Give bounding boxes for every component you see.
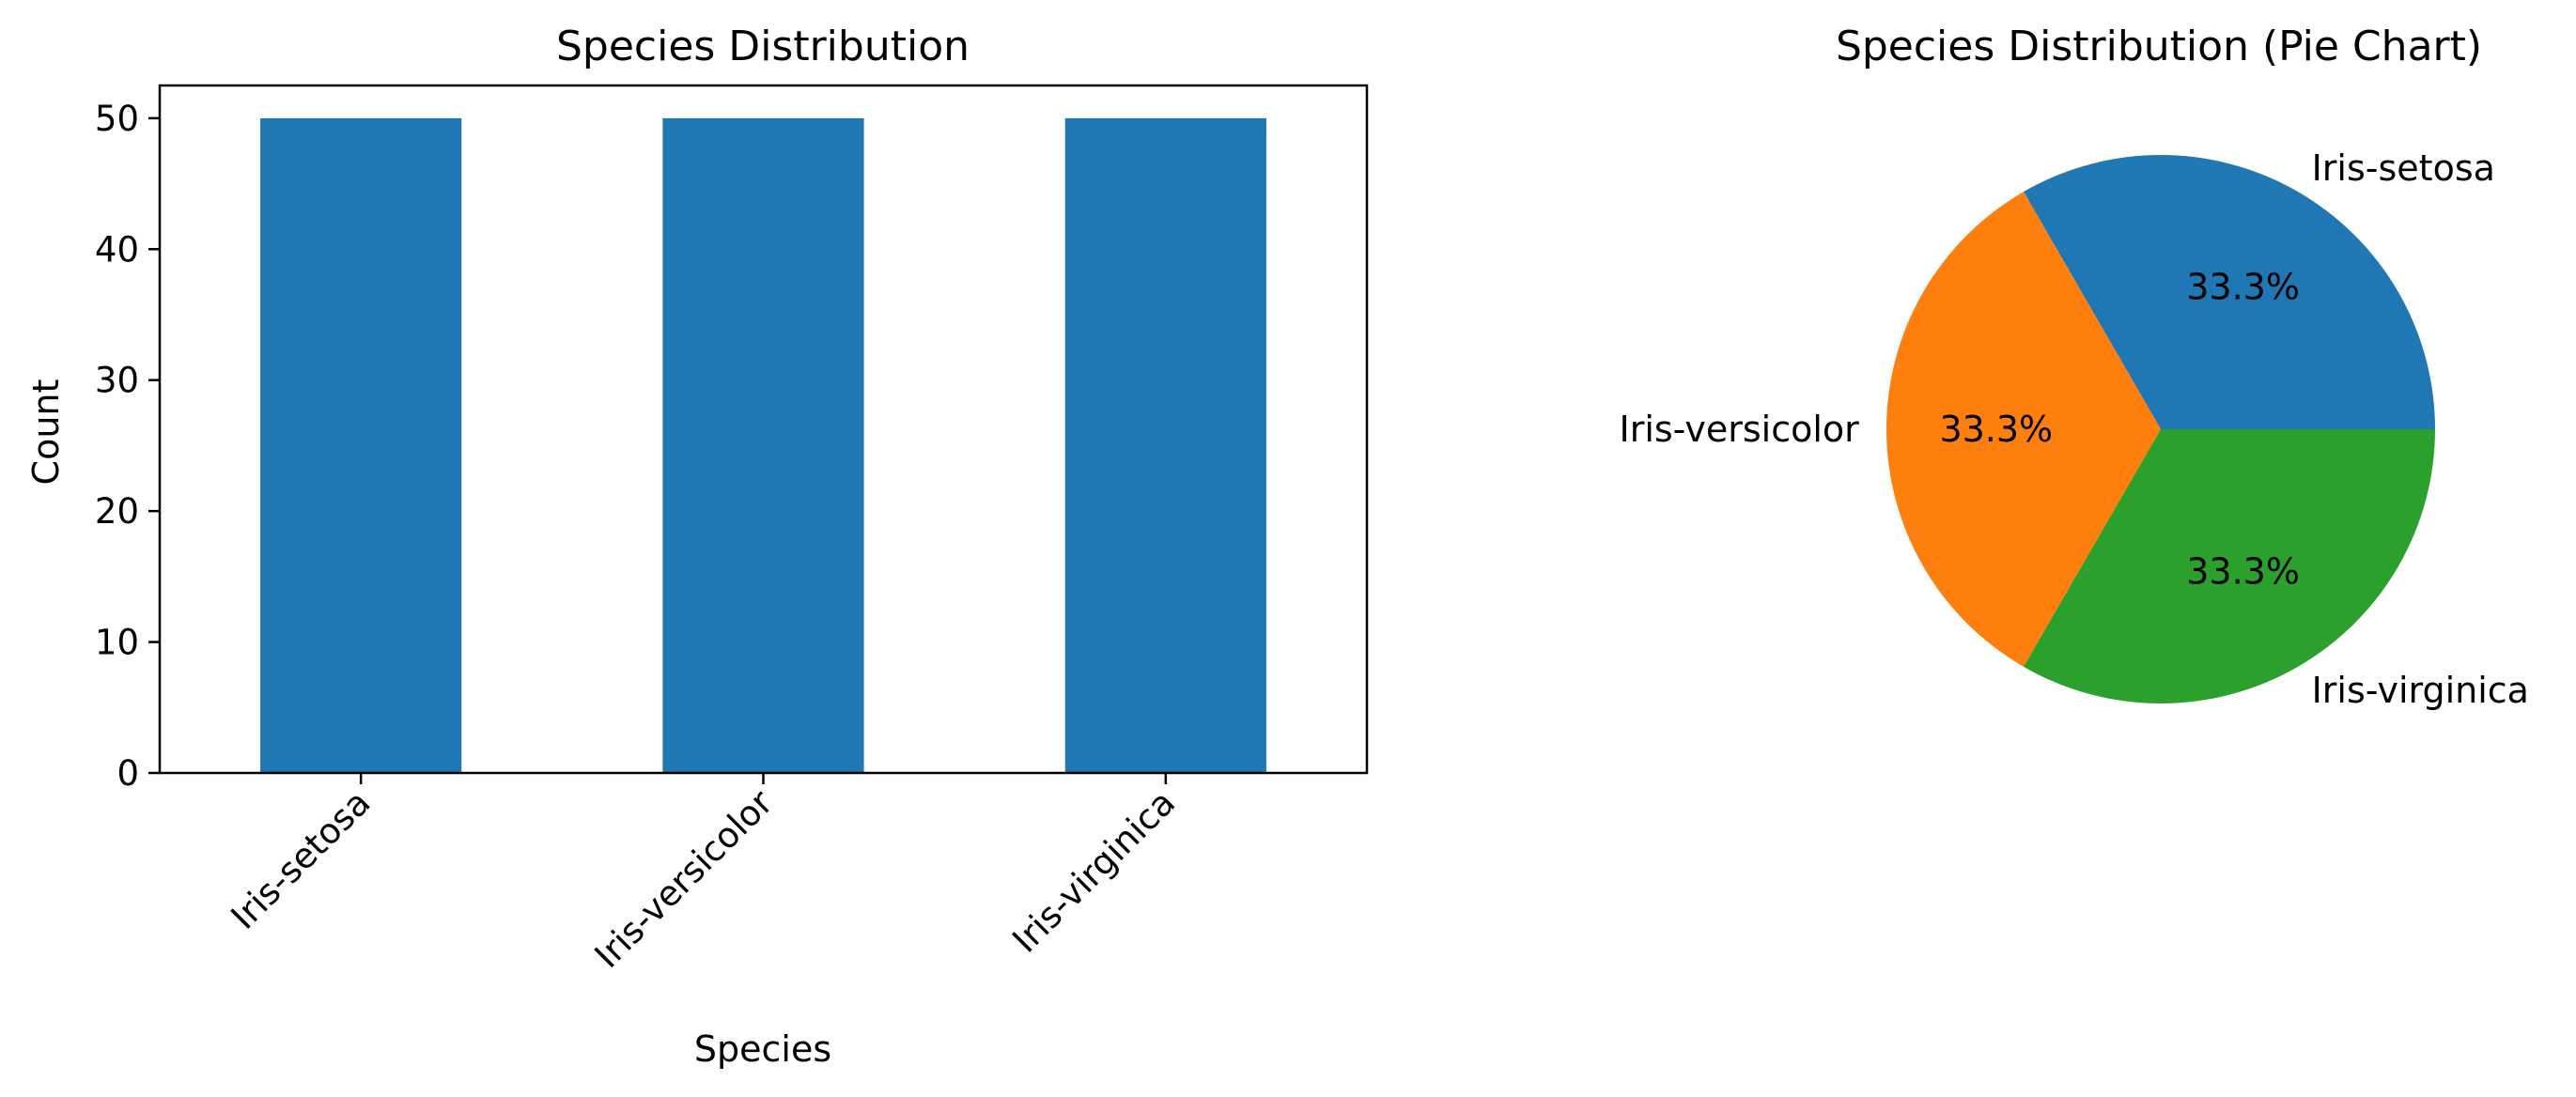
pie-percent-label: 33.3% bbox=[2186, 266, 2300, 307]
y-tick-label: 30 bbox=[95, 361, 139, 401]
bar-iris-setosa bbox=[260, 117, 462, 774]
pie-slice-iris-virginica bbox=[2024, 429, 2435, 703]
y-tick-label: 0 bbox=[116, 753, 139, 794]
y-tick-label: 50 bbox=[95, 99, 139, 139]
bar-y-axis-label: Count bbox=[25, 379, 67, 486]
y-tick-label: 10 bbox=[95, 623, 139, 663]
bar-x-axis-label: Species bbox=[694, 1028, 831, 1070]
pie-label: Iris-versicolor bbox=[1620, 409, 1860, 450]
pie-percent-label: 33.3% bbox=[1939, 409, 2053, 450]
bar-chart-title: Species Distribution bbox=[556, 23, 970, 70]
y-tick-label: 40 bbox=[95, 229, 139, 270]
pie-label: Iris-virginica bbox=[2312, 670, 2529, 711]
pie-chart-title: Species Distribution (Pie Chart) bbox=[1836, 23, 2482, 70]
pie-area: Iris-setosa 33.3% Iris-versicolor 33.3% Iris… bbox=[1620, 147, 2529, 711]
pie-label: Iris-setosa bbox=[2312, 147, 2495, 189]
bar-iris-versicolor bbox=[662, 117, 864, 774]
y-tick-label: 20 bbox=[95, 491, 139, 532]
bar-iris-virginica bbox=[1064, 117, 1266, 774]
pie-slice-iris-setosa bbox=[2024, 155, 2435, 430]
pie-percent-label: 33.3% bbox=[2186, 551, 2300, 593]
pie-chart: Species Distribution (Pie Chart) Iris-se… bbox=[1620, 23, 2529, 711]
